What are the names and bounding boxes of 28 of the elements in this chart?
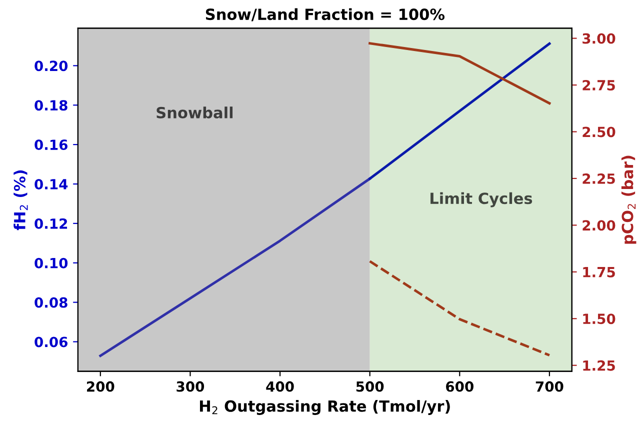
x-tick-label: 500 <box>356 381 384 392</box>
y2-tick-label: 2.50 <box>582 126 616 138</box>
y-tick-label: 0.10 <box>34 258 68 268</box>
x-tick-label: 300 <box>176 381 204 392</box>
band-label: Limit Cycles <box>430 192 532 208</box>
y-axis-title: fH$_{2}$ (%) <box>14 170 28 230</box>
y-tick-label: 0.16 <box>34 140 68 150</box>
band-label: Snowball <box>156 106 233 118</box>
x-tick-label: 400 <box>266 381 294 392</box>
y-tick-label: 0.20 <box>34 60 68 72</box>
y2-tick-label: 1.25 <box>583 360 615 371</box>
x-tick-label: 700 <box>536 381 564 392</box>
y-tick-label: 0.18 <box>34 100 68 111</box>
y2-tick-label: 1.75 <box>583 267 615 278</box>
y2-tick-label: 2.00 <box>582 220 616 231</box>
y-tick-label: 0.12 <box>34 218 68 229</box>
y2-tick-label: 2.75 <box>582 80 615 90</box>
x-tick-label: 200 <box>87 381 114 392</box>
y2-tick-label: 1.50 <box>583 314 616 324</box>
y-tick-label: 0.14 <box>34 178 68 190</box>
y2-tick-label: 3.00 <box>582 33 616 44</box>
y-tick-label: 0.06 <box>34 336 68 348</box>
x-axis-title: H$_{2}$ Outgassing Rate (Tmol/yr) <box>200 400 450 415</box>
x-tick-label: 600 <box>446 381 474 392</box>
chart-title: Snow/Land Fraction = 100% <box>206 8 445 22</box>
y2-axis-title: pCO$_{2}$ (bar) <box>621 156 636 244</box>
y-tick-label: 0.08 <box>34 297 68 308</box>
y2-tick-label: 2.25 <box>582 173 615 184</box>
